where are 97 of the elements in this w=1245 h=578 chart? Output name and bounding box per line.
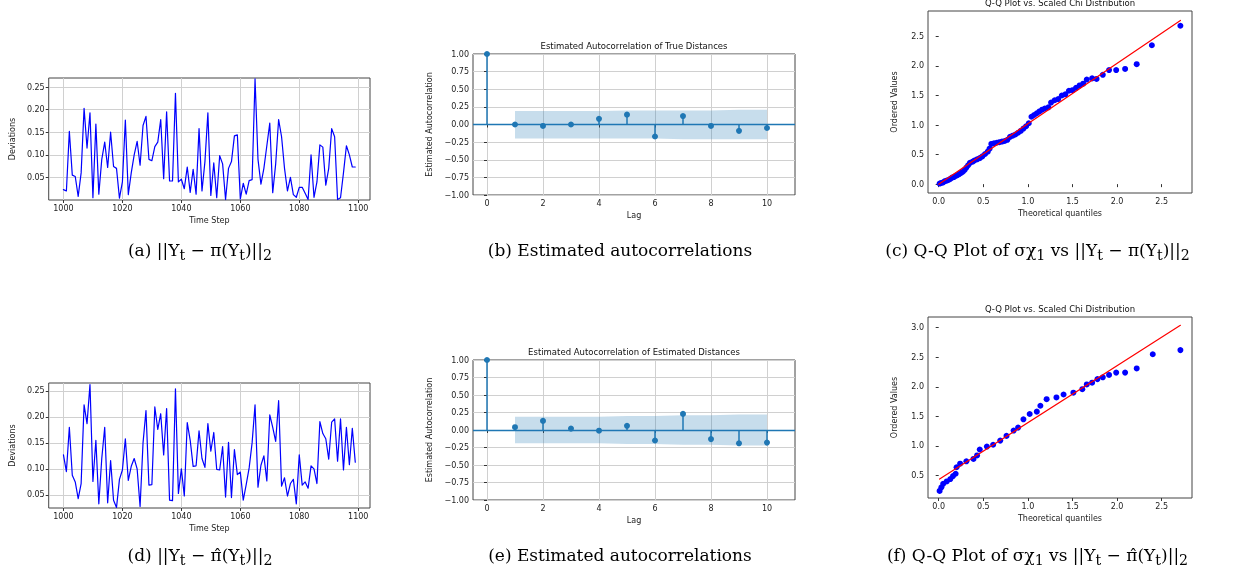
y-tick-label: 0.0 (911, 179, 924, 189)
y-tick-label: 3.0 (911, 323, 924, 333)
y-tick-label: 1.00 (451, 355, 469, 365)
x-tick-label: 1060 (230, 203, 251, 213)
x-tick-label: 10 (761, 503, 773, 513)
x-axis-title: Lag (626, 211, 642, 221)
x-tick-label: 1000 (53, 203, 74, 213)
y-tick-label: −0.75 (444, 172, 469, 182)
y-tick-label: 0.15 (26, 438, 45, 448)
x-tick-label: 0 (484, 198, 490, 208)
y-axis-title: Deviations (7, 117, 17, 161)
y-tick-label: 0.25 (451, 408, 469, 417)
y-tick-label: −0.25 (444, 443, 469, 452)
x-axis-title: Time Step (188, 216, 230, 226)
y-tick-label: −0.50 (444, 460, 469, 470)
x-tick-label: 1040 (171, 511, 192, 521)
y-tick-label: 0.00 (451, 120, 469, 129)
x-tick-label: 1080 (289, 203, 310, 213)
text: (e) Estimated autocorrelations (487, 545, 753, 565)
x-tick-label: 2.0 (1110, 501, 1124, 511)
x-tick-label: 1.5 (1066, 196, 1079, 206)
y-tick-label: 0.25 (451, 102, 469, 112)
x-tick-label: 1100 (348, 511, 369, 521)
y-tick-label: 0.20 (26, 412, 45, 422)
y-tick-label: −0.75 (444, 478, 469, 487)
x-tick-label: 1080 (289, 511, 310, 521)
y-tick-label: 0.05 (26, 490, 45, 500)
x-tick-label: 0.5 (976, 501, 990, 511)
x-tick-label: 4 (596, 198, 602, 208)
chart-title: Q-Q Plot vs. Scaled Chi Distribution (984, 303, 1136, 314)
x-tick-label: 0.5 (976, 196, 990, 206)
y-tick-label: 1.5 (911, 91, 924, 100)
x-axis-title: Theoretical quantiles (1016, 514, 1103, 524)
y-tick-label: 2.0 (911, 61, 924, 71)
x-tick-label: 2.5 (1155, 196, 1169, 206)
x-tick-label: 1060 (230, 511, 251, 521)
text: (c) Q-Q Plot of σχ$_{1}$ vs ||Y$_{t}$ − π(Y$_{t}$)||$_{2}$ (884, 240, 1191, 264)
x-tick-label: 1000 (53, 511, 74, 521)
y-tick-label: 0.75 (451, 373, 469, 382)
y-axis-title: Ordered Values (889, 376, 899, 439)
x-tick-label: 0.0 (932, 501, 946, 511)
y-tick-label: −0.25 (444, 137, 469, 147)
text: (f) Q-Q Plot of σχ$_{1}$ vs ||Y$_{t}$ − π̂(Y$_{t}$)||$_{2}$ (885, 545, 1190, 569)
x-tick-label: 1.0 (1021, 501, 1035, 511)
y-axis-title: Ordered Values (889, 71, 899, 133)
y-tick-label: 1.0 (911, 441, 924, 451)
y-tick-label: 2.5 (911, 31, 924, 41)
x-tick-label: 6 (652, 198, 658, 208)
x-axis-title: Lag (626, 516, 642, 526)
y-tick-label: 0.25 (26, 82, 45, 92)
y-tick-label: 0.10 (26, 464, 45, 474)
x-tick-label: 8 (708, 503, 714, 513)
y-tick-label: 0.00 (451, 425, 469, 435)
x-tick-label: 2 (540, 198, 546, 208)
text: (b) Estimated autocorrelations (486, 240, 754, 260)
y-tick-label: 0.5 (911, 150, 924, 160)
x-tick-label: 0 (484, 503, 490, 513)
x-tick-label: 1.5 (1066, 501, 1079, 511)
y-tick-label: −1.00 (444, 190, 469, 200)
y-tick-label: 0.15 (26, 127, 45, 137)
y-tick-label: 1.00 (451, 49, 469, 59)
x-tick-label: 2 (540, 503, 546, 513)
x-axis-title: Time Step (188, 524, 230, 534)
x-axis-title: Theoretical quantiles (1016, 209, 1103, 219)
y-tick-label: 1.5 (911, 411, 924, 421)
x-tick-label: 1.0 (1021, 196, 1035, 206)
x-tick-label: 0.0 (932, 196, 946, 206)
y-tick-label: −1.00 (444, 495, 469, 505)
chart-title: Estimated Autocorrelation of Estimated Distances (528, 346, 741, 357)
y-axis-title: Estimated Autocorrelation (425, 72, 435, 177)
y-axis-title: Estimated Autocorrelation (425, 377, 435, 483)
y-tick-label: 0.50 (451, 84, 469, 94)
x-tick-label: 1020 (112, 511, 133, 521)
y-tick-label: 0.10 (26, 150, 45, 160)
x-tick-label: 1040 (171, 203, 192, 213)
x-tick-label: 2.5 (1155, 501, 1169, 511)
y-tick-label: 0.75 (451, 67, 469, 77)
y-tick-label: 0.5 (911, 471, 924, 481)
text: (d) ||Y$_{t}$ − π̂(Y$_{t}$)||$_{2}$ (126, 545, 274, 569)
x-tick-label: 2.0 (1110, 196, 1124, 206)
y-tick-label: 0.25 (26, 386, 45, 396)
text: (a) ||Y$_{t}$ − π(Y$_{t}$)||$_{2}$ (126, 240, 274, 264)
x-tick-label: 1100 (348, 203, 369, 213)
y-tick-label: 0.50 (451, 390, 469, 400)
x-tick-label: 4 (596, 503, 602, 513)
y-tick-label: 0.20 (26, 105, 45, 115)
y-tick-label: −0.50 (444, 155, 469, 165)
y-tick-label: 2.5 (911, 352, 924, 362)
x-tick-label: 8 (708, 198, 714, 208)
y-tick-label: 1.0 (911, 120, 924, 130)
x-tick-label: 10 (761, 198, 773, 208)
x-tick-label: 6 (652, 503, 658, 513)
y-tick-label: 2.0 (911, 382, 924, 392)
y-tick-label: 0.05 (26, 172, 45, 182)
x-tick-label: 1020 (112, 203, 133, 213)
y-axis-title: Deviations (7, 424, 17, 467)
chart-title: Estimated Autocorrelation of True Distances (540, 40, 729, 51)
